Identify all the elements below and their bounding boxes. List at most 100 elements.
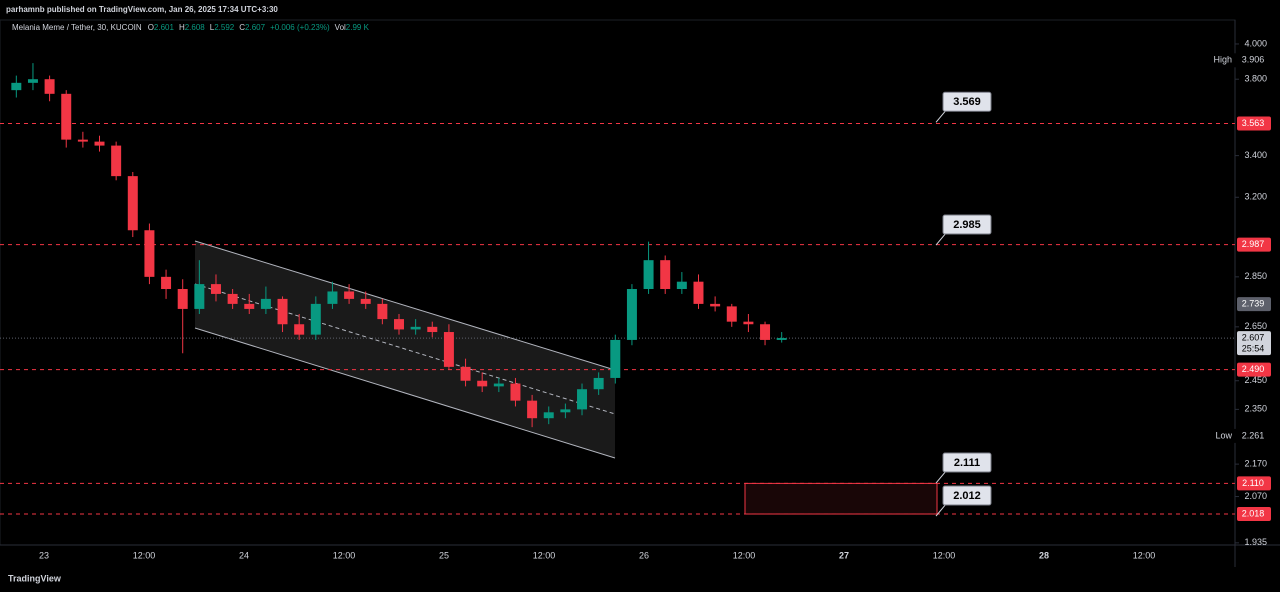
y-tick-label: 2.350	[1244, 404, 1267, 414]
legend-key: Vol	[335, 23, 346, 32]
candle-body	[477, 380, 488, 387]
y-tick-label: 2.450	[1244, 375, 1267, 385]
hl-text: High	[1213, 55, 1232, 65]
legend-value: 2.607	[245, 23, 266, 32]
level-label: 2.110	[1242, 478, 1264, 488]
candle-body	[760, 324, 771, 340]
callout-box	[942, 91, 992, 112]
candle-body	[410, 326, 421, 330]
last-price-box	[1237, 331, 1271, 356]
candle-body	[144, 230, 155, 277]
hl-text: Low	[1215, 430, 1232, 440]
callout-label: 3.569	[953, 96, 981, 108]
hl-label: 2.261	[1242, 430, 1265, 440]
candle-body	[776, 338, 787, 340]
candle-body	[543, 412, 554, 419]
candle-body	[127, 176, 138, 231]
legend-value: 2.592	[214, 23, 235, 32]
candle-body	[493, 383, 504, 387]
candle-body	[344, 291, 355, 299]
level-label-box	[1237, 476, 1271, 491]
marker-label: 2.739	[1242, 299, 1265, 309]
legend-key: L	[210, 23, 215, 32]
x-tick-label: 27	[839, 550, 849, 560]
candle-body	[643, 260, 654, 290]
brand: TradingView	[8, 573, 62, 583]
candle-body	[394, 319, 404, 330]
y-tick-label: 3.200	[1244, 192, 1267, 202]
candle-body	[560, 409, 571, 413]
level-label: 2.018	[1242, 508, 1265, 518]
candle-body	[693, 281, 704, 304]
candle-body	[726, 306, 737, 322]
callout-label: 2.985	[953, 219, 981, 231]
y-tick-label: 2.070	[1244, 491, 1267, 501]
candle-body	[660, 260, 671, 290]
x-tick-label: 12:00	[733, 550, 756, 560]
candle-body	[377, 303, 388, 320]
level-label: 2.987	[1242, 239, 1265, 249]
x-tick-label: 28	[1039, 550, 1049, 560]
level-label-box	[1237, 362, 1271, 377]
candle-body	[710, 303, 721, 307]
y-tick-label: 3.400	[1244, 150, 1267, 160]
candle-body	[11, 82, 22, 91]
y-tick-label: 2.850	[1244, 271, 1267, 281]
legend-value: 2.608	[185, 23, 206, 32]
candle-body	[244, 303, 255, 309]
legend-key: H	[179, 23, 185, 32]
y-tick-label: 2.170	[1244, 458, 1267, 468]
candle-body	[527, 400, 538, 419]
y-tick-label: 1.935	[1244, 537, 1267, 547]
y-tick-label: 3.800	[1244, 74, 1267, 84]
candle-body	[460, 366, 471, 381]
marker-box	[1237, 297, 1271, 312]
countdown: 25:54	[1242, 343, 1265, 353]
level-label: 2.490	[1242, 364, 1265, 374]
callout-pointer	[935, 232, 947, 246]
symbol-title: Melania Meme / Tether, 30, KUCOIN	[12, 23, 142, 32]
candle-body	[44, 79, 55, 94]
candle-body	[61, 93, 72, 140]
candle-body	[327, 291, 338, 304]
candle-body	[743, 321, 754, 325]
x-tick-label: 23	[39, 550, 49, 560]
parallel-channel	[194, 240, 616, 459]
candle-body	[577, 389, 588, 410]
candle-body	[610, 339, 621, 378]
hl-box	[1208, 428, 1273, 443]
published: parhamnb published on TradingView.com, J…	[6, 5, 278, 14]
callout-box	[942, 485, 992, 506]
hl-box	[1208, 53, 1273, 68]
callout-pointer	[935, 109, 947, 123]
callout-pointer	[935, 470, 947, 484]
candle-body	[294, 324, 305, 335]
legend-value: 2.601	[154, 23, 175, 32]
candle-body	[593, 377, 604, 390]
legend-key: C	[239, 23, 245, 32]
candle-body	[94, 141, 105, 146]
candle-body	[177, 289, 188, 309]
level-label-box	[1237, 507, 1271, 522]
level-label-box	[1237, 237, 1271, 252]
x-tick-label: 26	[639, 550, 649, 560]
candle-body	[510, 383, 521, 401]
hl-label: 3.906	[1242, 55, 1265, 65]
candle-body	[427, 326, 438, 333]
candle-body	[227, 293, 238, 304]
plot-area	[0, 19, 1236, 546]
candle-body	[161, 276, 172, 290]
candle-body	[210, 284, 221, 294]
x-tick-label: 12:00	[533, 550, 556, 560]
legend-key: O	[148, 23, 154, 32]
last-price-label: 2.607	[1242, 332, 1265, 342]
x-tick-label: 24	[239, 550, 249, 560]
legend-value: 2.99 K	[346, 23, 370, 32]
candle-body	[443, 332, 454, 367]
zone	[744, 482, 938, 515]
level-label: 3.563	[1242, 118, 1265, 128]
candle-body	[27, 79, 38, 83]
candle-body	[360, 298, 371, 304]
x-tick-label: 12:00	[933, 550, 956, 560]
x-tick-label: 12:00	[1133, 550, 1156, 560]
